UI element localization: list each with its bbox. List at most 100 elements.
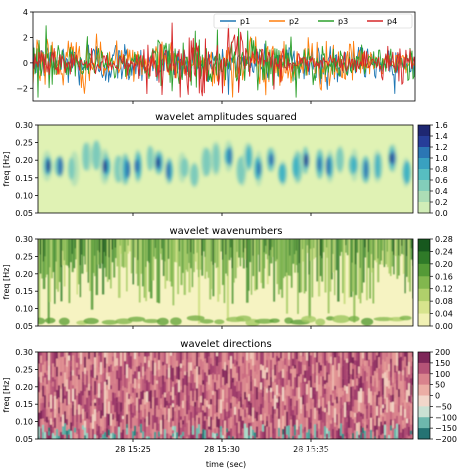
direction-cell [42, 382, 45, 386]
direction-cell [306, 410, 309, 418]
direction-cell [340, 397, 343, 409]
direction-cell [400, 394, 403, 399]
direction-cell [208, 404, 211, 409]
direction-cell [236, 373, 239, 382]
direction-cell [286, 380, 289, 386]
direction-cell [302, 416, 305, 430]
direction-cell [130, 403, 133, 415]
direction-cell [242, 420, 245, 429]
direction-cell [54, 379, 57, 392]
direction-cell [136, 410, 139, 419]
wavenumber-streak [210, 239, 213, 290]
direction-cell [408, 361, 411, 375]
direction-cell [312, 402, 315, 407]
wavenumber-streak [297, 239, 299, 314]
direction-cell [202, 410, 205, 422]
direction-cell [248, 422, 251, 436]
direction-cell [320, 352, 323, 357]
wavenumber-streak [126, 239, 128, 292]
direction-cell [340, 435, 343, 439]
wavenumber-streak [55, 239, 59, 290]
direction-cell [254, 418, 257, 433]
direction-cell [70, 380, 73, 389]
direction-cell [60, 402, 63, 417]
panel-title-directions: wavelet directions [180, 339, 271, 350]
direction-cell [134, 388, 137, 396]
direction-cell [262, 420, 265, 425]
direction-cell [222, 369, 225, 378]
direction-cell [398, 371, 401, 375]
direction-cell [94, 434, 97, 439]
wavenumber-streak [354, 239, 358, 296]
wavenumber-streak [148, 239, 150, 263]
wavenumber-streak [146, 239, 150, 262]
wavenumber-streak [367, 239, 370, 268]
direction-cell [334, 385, 337, 390]
direction-cell [212, 428, 215, 433]
direction-cell [58, 422, 61, 436]
direction-cell [390, 395, 393, 403]
direction-cell [314, 371, 317, 383]
direction-cell [366, 395, 369, 406]
wavenumber-streak [119, 239, 121, 246]
wavenumber-streak [111, 239, 113, 250]
direction-cell [274, 352, 277, 365]
direction-cell [250, 416, 253, 423]
direction-cell [348, 404, 351, 416]
direction-cell [58, 352, 61, 360]
direction-cell [266, 388, 269, 393]
direction-cell [408, 352, 411, 362]
direction-cell [104, 432, 107, 437]
wavenumber-streak [377, 239, 379, 259]
direction-cell [128, 434, 131, 439]
direction-cell [354, 399, 357, 413]
direction-cell [146, 436, 149, 439]
wavenumber-streak [97, 239, 99, 251]
direction-cell [400, 371, 403, 382]
wavenumber-streak [135, 239, 138, 274]
direction-cell [210, 352, 213, 358]
direction-cell [408, 379, 411, 384]
direction-cell [78, 379, 81, 394]
direction-cell [40, 402, 43, 411]
direction-cell [142, 375, 145, 380]
direction-cell [250, 381, 253, 392]
direction-cell [254, 386, 257, 401]
heatmap-wavenumbers [38, 239, 413, 326]
wavenumber-streak [246, 239, 249, 303]
direction-cell [344, 390, 347, 403]
direction-cell [328, 414, 331, 428]
direction-cell [204, 404, 207, 413]
wavenumber-streak [140, 239, 143, 274]
direction-cell [144, 404, 147, 409]
direction-cell [84, 384, 87, 392]
direction-cell [288, 436, 291, 439]
direction-cell [154, 358, 157, 363]
direction-cell [368, 431, 371, 439]
amplitude-contour [156, 158, 160, 167]
direction-cell [102, 373, 105, 381]
direction-cell [60, 375, 63, 389]
direction-cell [242, 352, 245, 357]
direction-cell [180, 419, 183, 428]
y-axis-label: freq [Hz] [2, 152, 11, 187]
direction-cell [342, 433, 345, 439]
direction-cell [222, 389, 225, 402]
direction-cell [192, 362, 195, 375]
direction-cell [352, 368, 355, 380]
direction-cell [160, 375, 163, 387]
wavenumber-patch [332, 315, 350, 324]
direction-cell [372, 375, 375, 387]
direction-cell [178, 365, 181, 380]
direction-cell [74, 427, 77, 433]
direction-cell [382, 412, 385, 417]
direction-cell [138, 379, 141, 384]
direction-cell [148, 356, 151, 361]
direction-cell [50, 383, 53, 390]
direction-cell [110, 352, 113, 365]
direction-cell [382, 408, 385, 413]
direction-cell [306, 394, 309, 404]
wavenumber-streak [87, 239, 90, 283]
direction-cell [104, 352, 107, 358]
direction-cell [376, 394, 379, 407]
